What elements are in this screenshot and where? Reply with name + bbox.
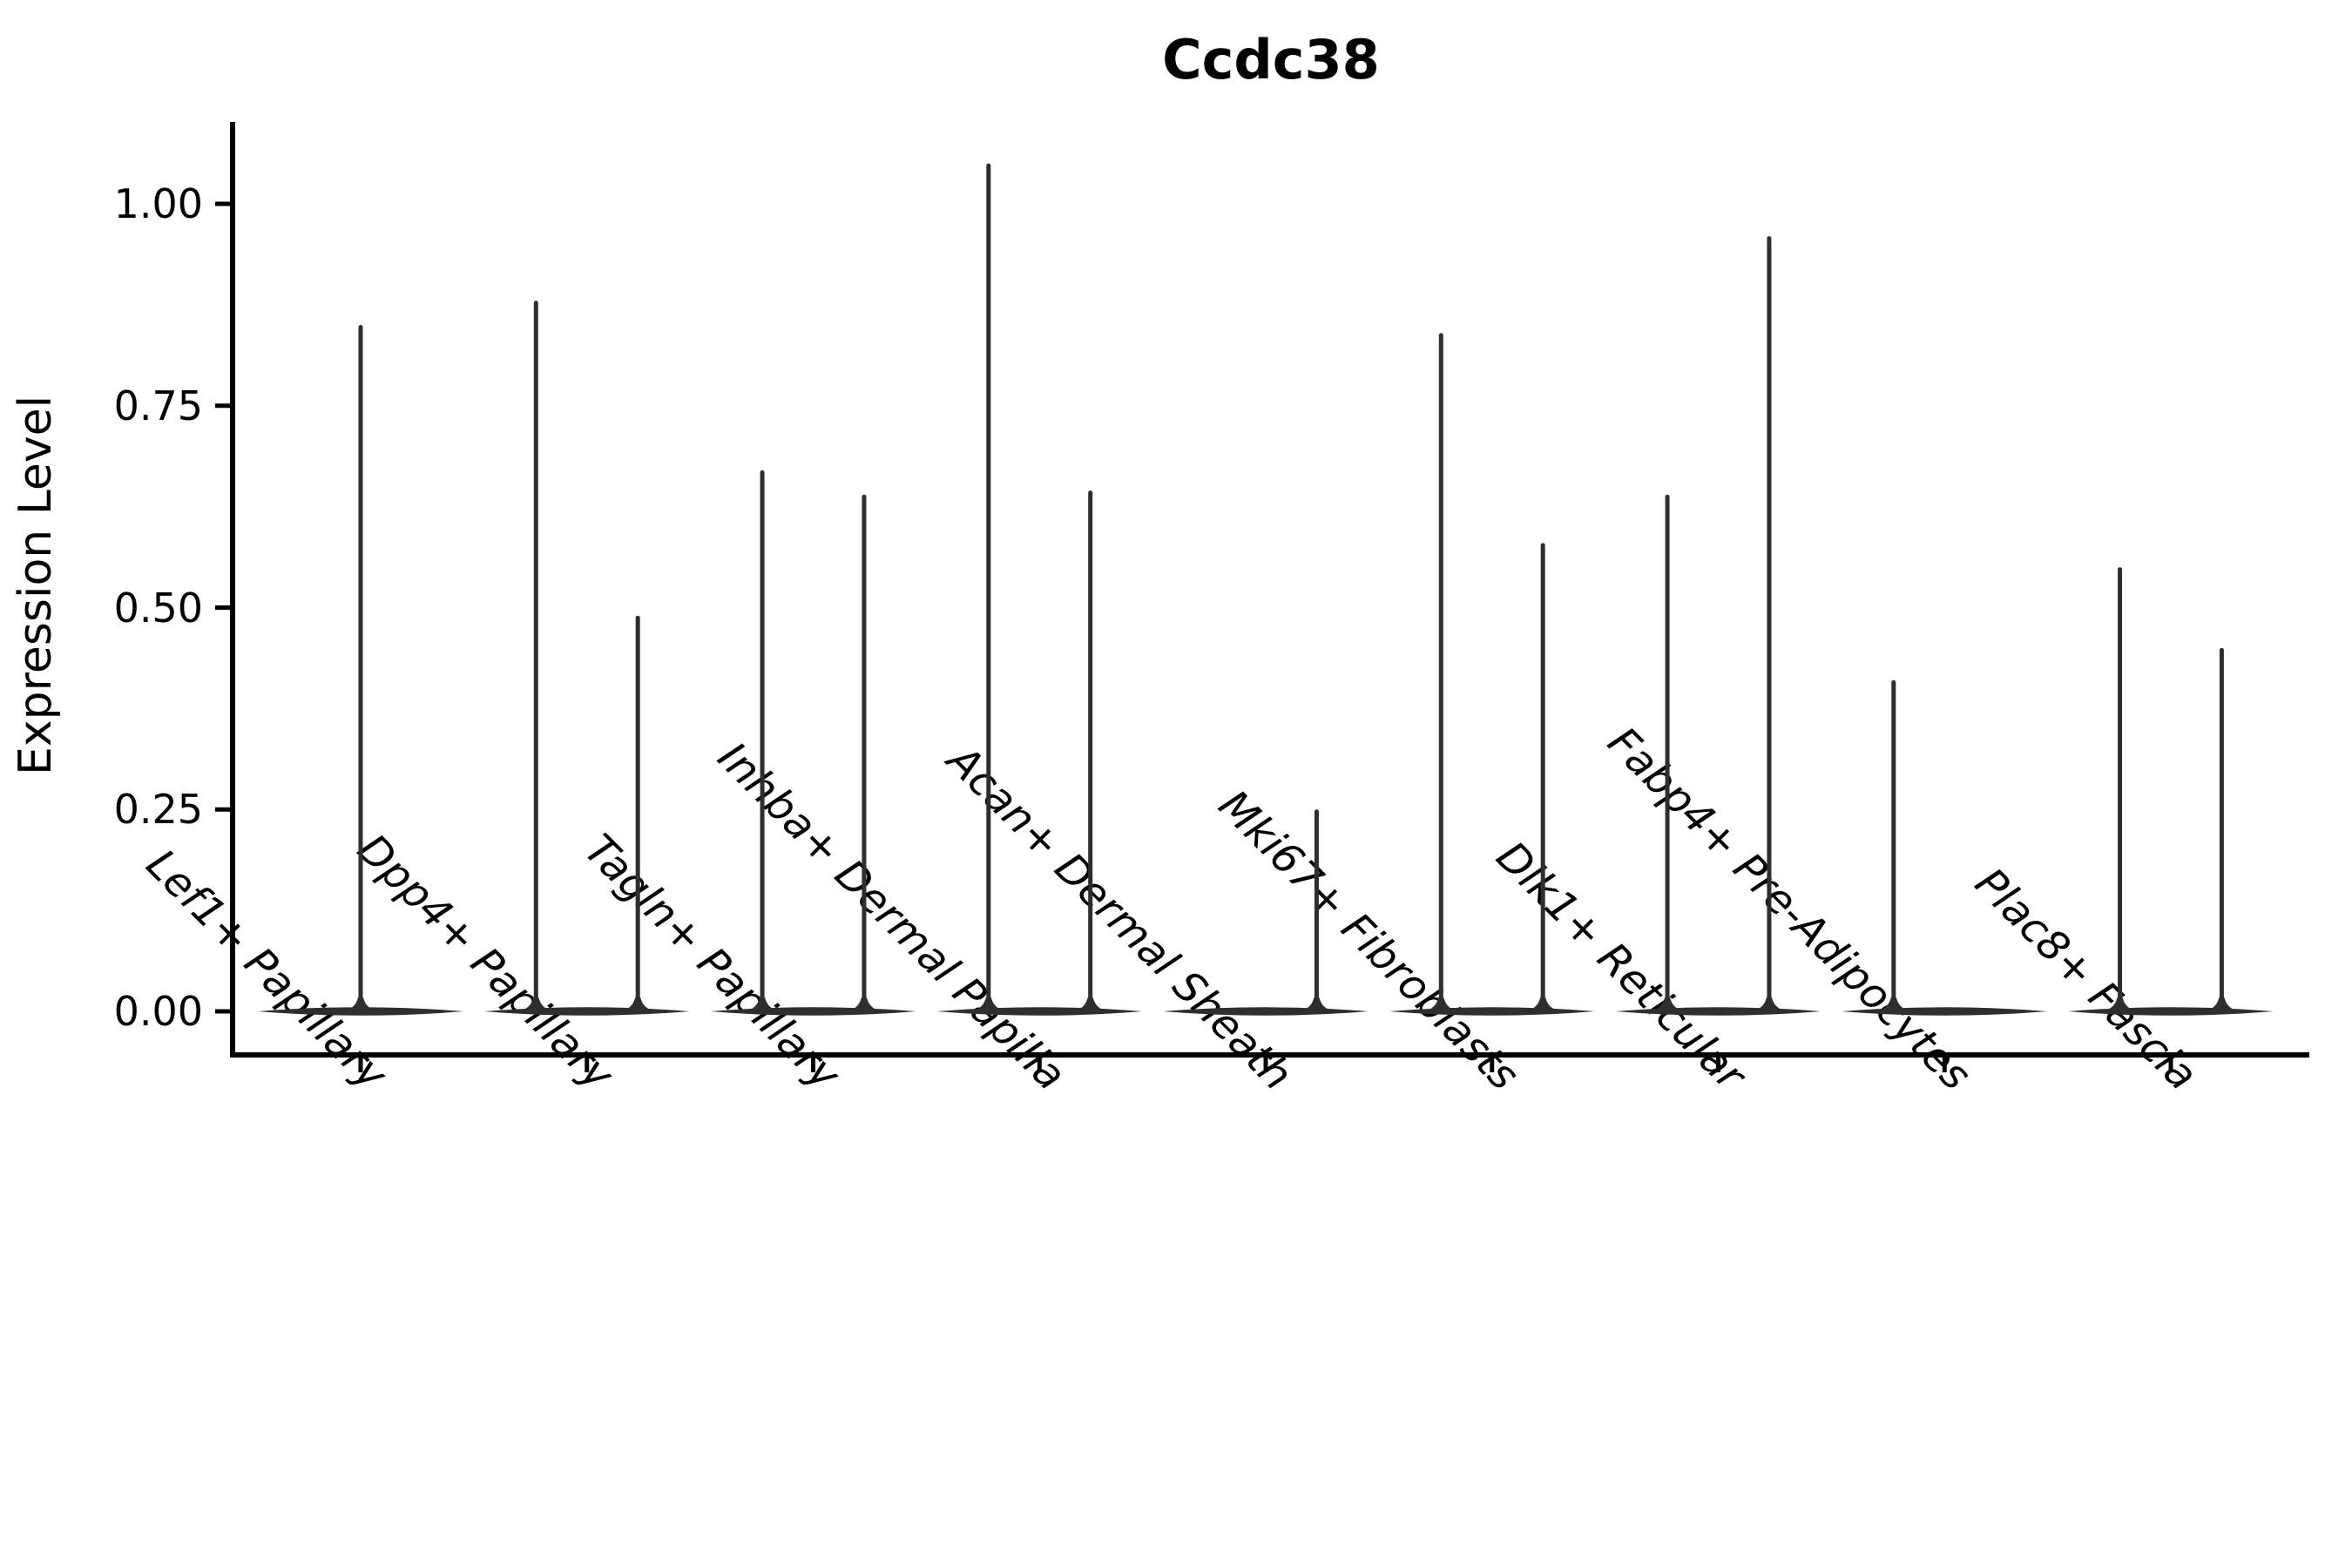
y-axis-label: Expression Level	[10, 395, 62, 775]
violin-spike	[1891, 679, 1896, 1014]
violin-spike	[358, 325, 363, 1014]
violin-spike	[533, 301, 538, 1014]
violin-spike	[1438, 333, 1443, 1014]
violin-spike	[986, 163, 991, 1014]
violin-spike	[862, 494, 867, 1014]
chart-title: Ccdc38	[1162, 28, 1380, 91]
y-tick-label-2: 0.50	[114, 585, 203, 632]
violin-spike	[2118, 567, 2123, 1014]
violin-spike	[1314, 809, 1319, 1014]
violin-layer	[258, 163, 2274, 1016]
violin-spike	[1665, 494, 1670, 1014]
y-tick-label-1: 0.25	[114, 786, 203, 833]
y-tick-label-0: 0.00	[114, 988, 203, 1035]
violin-spike	[760, 470, 765, 1014]
axes-layer	[215, 122, 2309, 1072]
violin-spike	[1088, 490, 1093, 1014]
violin-spike	[1767, 236, 1772, 1015]
y-tick-label-3: 0.75	[114, 382, 203, 429]
violin-spike	[635, 615, 640, 1014]
violin-spike	[1540, 543, 1545, 1014]
y-tick-label-4: 1.00	[114, 180, 203, 227]
violin-spike	[2219, 647, 2224, 1014]
